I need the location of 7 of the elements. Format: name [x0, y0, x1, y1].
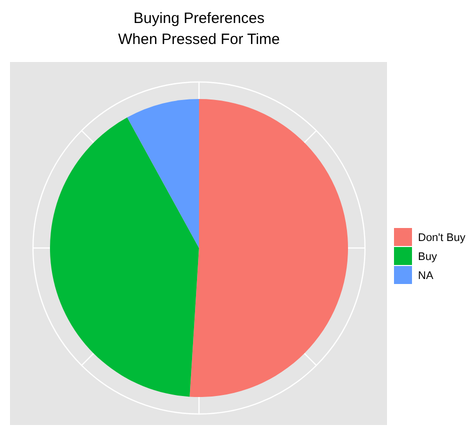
- pie-slice: [50, 117, 199, 397]
- legend-label: Don't Buy: [418, 232, 466, 244]
- pie-slice: [190, 99, 348, 397]
- legend-label: NA: [418, 270, 434, 282]
- pie-slice: [127, 99, 199, 248]
- chart-title: Buying Preferences When Pressed For Time: [118, 10, 280, 48]
- legend-label: Buy: [418, 251, 438, 263]
